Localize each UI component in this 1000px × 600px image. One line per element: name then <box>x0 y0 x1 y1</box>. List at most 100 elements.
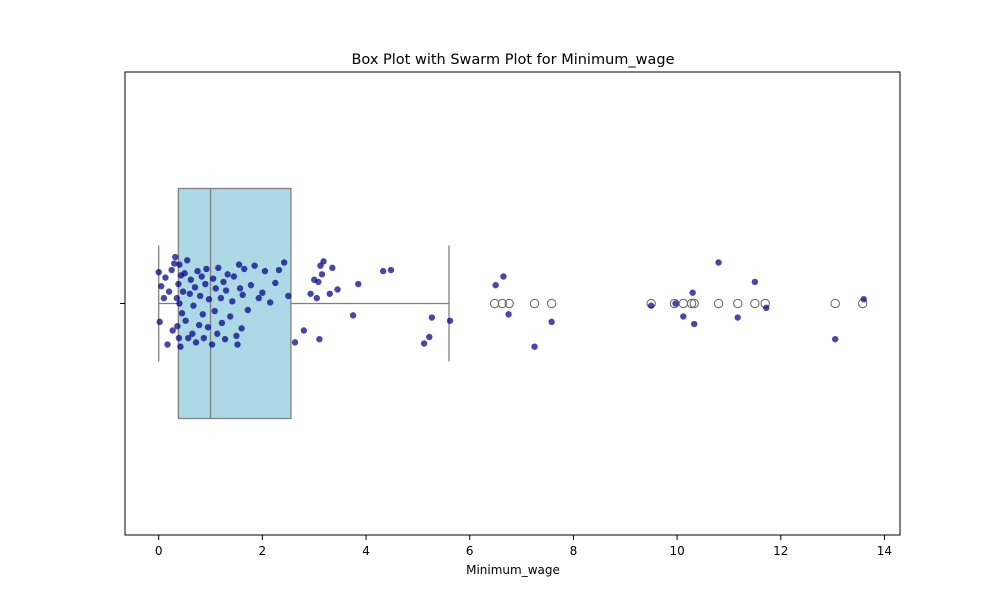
swarm-point <box>179 288 187 295</box>
swarm-point <box>162 274 169 281</box>
swarm-point <box>238 325 245 332</box>
swarm-point <box>763 304 770 312</box>
swarm-point <box>222 287 230 294</box>
swarm-point <box>647 302 655 309</box>
swarm-point <box>355 280 362 288</box>
swarm-point <box>217 294 225 302</box>
swarm-point <box>181 270 188 277</box>
swarm-point <box>255 294 262 302</box>
swarm-point <box>211 307 218 315</box>
swarm-point <box>326 290 333 297</box>
swarm-point <box>379 267 387 275</box>
swarm-point <box>690 320 698 328</box>
swarm-point <box>241 265 248 273</box>
swarm-point <box>280 259 288 266</box>
swarm-point <box>247 281 255 289</box>
swarm-point <box>178 310 186 317</box>
swarm-point <box>169 327 176 334</box>
swarm-point <box>334 286 341 293</box>
swarm-point <box>168 266 175 274</box>
swarm-point <box>204 324 212 331</box>
swarm-point <box>199 311 206 318</box>
x-tick-label: 14 <box>877 544 892 558</box>
swarm-point <box>171 260 178 267</box>
outlier-marker <box>489 298 500 309</box>
swarm-point <box>214 330 221 337</box>
x-tick-label: 6 <box>466 544 474 558</box>
swarm-point <box>195 321 203 329</box>
swarm-point <box>291 339 299 346</box>
swarm-point <box>272 279 279 287</box>
swarm-point <box>261 267 269 275</box>
x-axis: 0 2 4 6 8 10 12 14 <box>120 71 901 558</box>
swarm-point <box>387 266 395 274</box>
swarm-point <box>184 257 191 264</box>
swarm-point <box>672 300 679 307</box>
swarm-point <box>318 271 326 278</box>
outlier-marker <box>546 298 557 309</box>
outlier-marker <box>529 298 540 309</box>
swarm-point <box>689 289 696 296</box>
swarm-point <box>156 318 163 326</box>
swarm-point <box>190 302 197 309</box>
swarm-point <box>164 341 171 348</box>
swarm-point <box>224 271 231 278</box>
swarm-point <box>320 258 327 265</box>
swarm-point <box>208 341 216 348</box>
swarm-point <box>531 343 538 350</box>
swarm-point <box>236 285 244 292</box>
swarm-point <box>182 317 189 324</box>
swarm-point <box>158 283 165 290</box>
swarm-point <box>446 317 454 324</box>
swarm-point <box>428 314 436 321</box>
swarm-point <box>185 334 192 342</box>
outlier-marker <box>750 298 760 309</box>
x-tick-label: 2 <box>259 544 267 558</box>
swarm-point <box>189 330 196 337</box>
swarm-point <box>275 266 283 274</box>
swarm-point <box>734 314 741 321</box>
swarm-point <box>715 259 722 266</box>
swarm-point <box>215 264 222 272</box>
outlier-marker <box>686 298 697 309</box>
swarm-point <box>177 343 184 350</box>
swarm-point <box>200 334 207 342</box>
swarm-point <box>212 285 219 292</box>
swarm-point <box>176 300 183 307</box>
swarm-point <box>500 273 507 280</box>
outlier-marker <box>678 298 689 309</box>
swarm-point <box>172 253 179 261</box>
swarm-point <box>176 261 183 268</box>
swarm-point <box>160 294 168 302</box>
swarm-point <box>244 306 252 314</box>
swarm-point <box>505 311 512 318</box>
swarm-point <box>191 284 199 291</box>
chart-title: Box Plot with Swarm Plot for Minimum_wag… <box>351 52 674 68</box>
swarm-point <box>229 298 236 305</box>
swarm-point <box>209 275 217 282</box>
swarm-point <box>233 332 240 340</box>
x-tick-label: 8 <box>570 544 578 558</box>
swarm-point <box>420 340 428 347</box>
swarm-point <box>192 339 200 346</box>
x-axis-label: Minimum_wage <box>466 563 560 577</box>
x-tick-label: 12 <box>773 544 788 558</box>
swarm-point <box>227 313 234 320</box>
swarm-point <box>194 267 201 275</box>
swarm-point <box>307 290 314 297</box>
swarm-point <box>860 295 867 303</box>
swarm-point <box>548 318 555 326</box>
swarm-point <box>300 327 308 334</box>
swarm-point <box>234 341 241 348</box>
swarm-point <box>235 261 243 268</box>
swarm-point <box>313 294 321 302</box>
swarm-point <box>165 288 173 295</box>
outlier-marker <box>497 298 508 309</box>
swarm-point <box>426 333 433 341</box>
swarm-point <box>173 294 181 302</box>
swarm-point <box>251 262 258 269</box>
swarm-point <box>239 291 246 299</box>
swarm-point <box>174 322 181 330</box>
outlier-marker <box>504 298 514 309</box>
